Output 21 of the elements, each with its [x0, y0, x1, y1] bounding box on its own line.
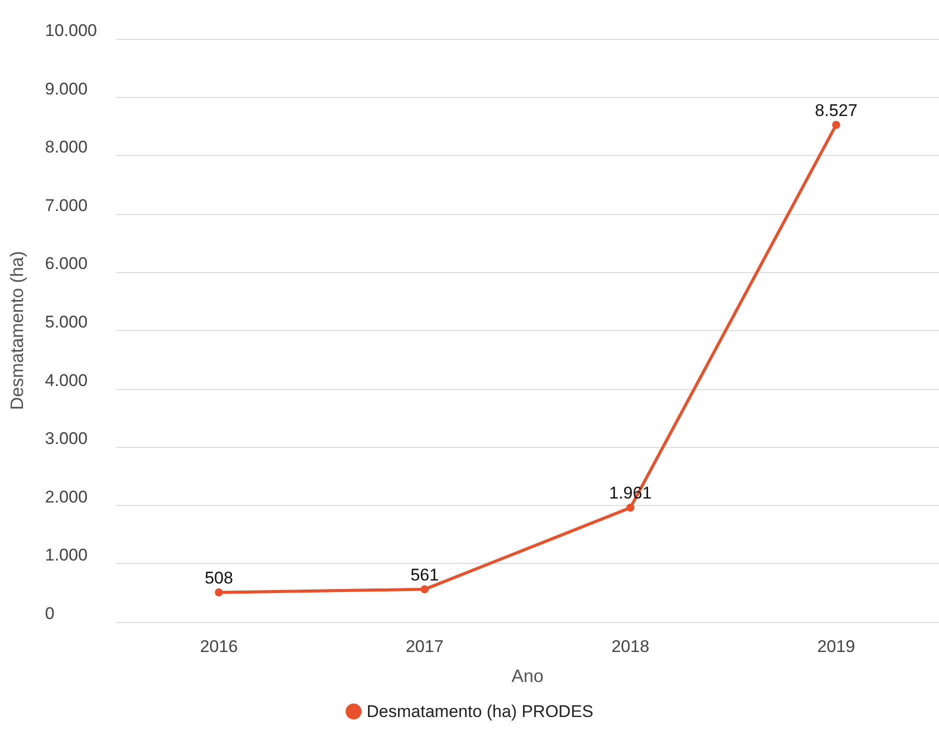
x-tick-label: 2016 — [200, 637, 238, 656]
y-tick-label: 1.000 — [45, 546, 88, 565]
data-label: 561 — [410, 565, 439, 584]
y-axis-title: Desmatamento (ha) — [7, 250, 27, 410]
y-tick-label: 5.000 — [45, 312, 88, 332]
y-tick-label: 7.000 — [45, 196, 88, 215]
y-tick-label: 2.000 — [45, 487, 88, 506]
x-tick-label: 2019 — [817, 637, 856, 656]
y-tick-label: 4.000 — [45, 370, 88, 390]
y-tick-label: 3.000 — [45, 429, 88, 448]
y-tick-label: 0 — [45, 604, 54, 623]
legend-label: Desmatamento (ha) PRODES — [366, 702, 594, 721]
x-axis-title: Ano — [511, 666, 544, 686]
y-tick-label: 6.000 — [45, 254, 88, 274]
data-label: 508 — [204, 568, 234, 588]
x-tick-label: 2017 — [406, 637, 444, 656]
x-tick-label: 2018 — [611, 637, 650, 656]
y-tick-label: 8.000 — [45, 138, 88, 157]
y-tick-label: 10.000 — [45, 21, 97, 40]
y-tick-label: 9.000 — [45, 79, 88, 98]
data-label: 8.527 — [814, 100, 858, 120]
